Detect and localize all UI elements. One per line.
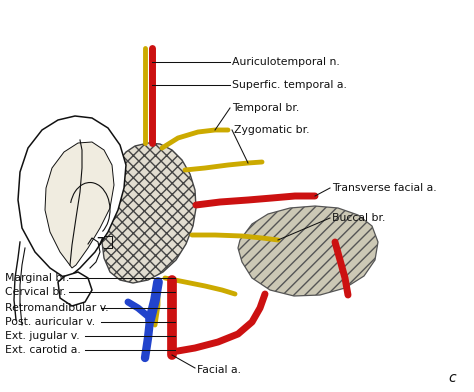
Text: Ext. carotid a.: Ext. carotid a. — [5, 345, 81, 355]
Polygon shape — [18, 116, 126, 278]
Polygon shape — [45, 142, 114, 268]
Text: Facial a.: Facial a. — [197, 365, 241, 375]
Text: Buccal br.: Buccal br. — [332, 213, 385, 223]
Polygon shape — [238, 206, 378, 296]
Text: Temporal br.: Temporal br. — [232, 103, 299, 113]
Text: Cervical br.: Cervical br. — [5, 287, 66, 297]
Text: Marginal br.: Marginal br. — [5, 273, 69, 283]
Polygon shape — [58, 272, 92, 306]
Text: Transverse facial a.: Transverse facial a. — [332, 183, 437, 193]
Polygon shape — [102, 143, 196, 283]
Text: Post. auricular v.: Post. auricular v. — [5, 317, 95, 327]
Text: 7: 7 — [96, 237, 104, 247]
Text: Auriculotemporal n.: Auriculotemporal n. — [232, 57, 340, 67]
Text: Zygomatic br.: Zygomatic br. — [234, 125, 310, 135]
Text: c: c — [448, 371, 456, 385]
Text: Superfic. temporal a.: Superfic. temporal a. — [232, 80, 347, 90]
Text: Ext. jugular v.: Ext. jugular v. — [5, 331, 80, 341]
Text: Retromandibular v.: Retromandibular v. — [5, 303, 109, 313]
